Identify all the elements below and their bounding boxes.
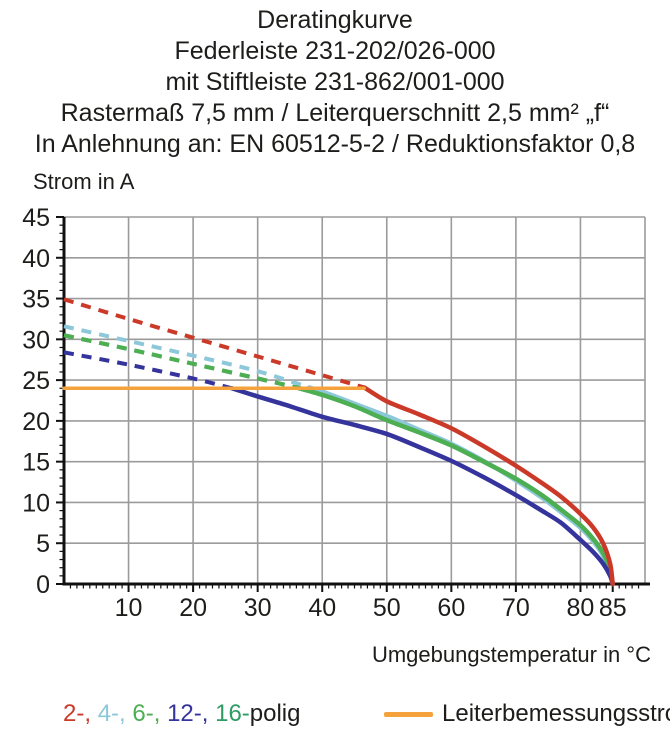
title-line-4: Rastermaß 7,5 mm / Leiterquerschnitt 2,5… [60, 99, 610, 127]
x-axis-title: Umgebungstemperatur in °C [371, 642, 651, 667]
y-tick-label: 45 [22, 204, 50, 232]
y-tick-label: 40 [22, 245, 50, 273]
legend-pole-4: 4-, [97, 700, 133, 727]
x-tick-label: 40 [308, 594, 336, 622]
title-line-2: Federleiste 231-202/026-000 [174, 37, 496, 65]
legend-pole-16: 16- [215, 700, 250, 727]
chart-title-block: Deratingkurve Federleiste 231-202/026-00… [0, 5, 670, 160]
x-tick-label: 50 [373, 594, 401, 622]
legend-pole-suffix: polig [249, 700, 301, 727]
series-2-polig [361, 385, 615, 587]
series-dashed-2-polig [63, 297, 365, 390]
rated-current-legend: Leiterbemessungsstrom [384, 700, 670, 728]
x-tick-label: 60 [437, 594, 465, 622]
y-tick-label: 10 [22, 489, 50, 517]
title-line-1: Deratingkurve [257, 6, 413, 34]
derating-chart: 0 5 10 15 20 25 30 35 40 45 10 20 30 40 50 60 70 80 85 [22, 204, 650, 622]
title-line-3: mit Stiftleiste 231-862/001-000 [165, 68, 505, 96]
x-tick-label: 70 [502, 594, 530, 622]
legend-pole-6: 6-, [132, 700, 168, 727]
x-tick-label: 80 [567, 594, 595, 622]
y-tick-label: 20 [22, 408, 50, 436]
series-16-polig [294, 385, 615, 587]
series-dashed-4-polig [63, 324, 310, 390]
rated-current-line-swatch [384, 711, 433, 717]
series-12-polig [229, 386, 615, 587]
series-dashed-12-polig [63, 350, 233, 391]
x-tick-label: 30 [244, 594, 272, 622]
x-tick-label: 20 [179, 594, 207, 622]
legend-pole-12: 12-, [167, 700, 216, 727]
y-tick-label: 0 [36, 571, 50, 599]
series-dashed-6-polig [63, 333, 297, 390]
series-6-polig [294, 385, 615, 587]
y-tick-label: 5 [36, 530, 50, 558]
x-tick-label: 85 [599, 594, 627, 622]
y-axis-title: Strom in A [33, 169, 135, 194]
y-tick-label: 35 [22, 286, 50, 314]
title-line-5: In Anlehnung an: EN 60512-5-2 / Reduktio… [34, 130, 636, 158]
legend-pole-2: 2-, [63, 700, 98, 727]
poles-legend: 2-, 4-, 6-, 12-, 16-polig [63, 700, 301, 728]
y-tick-label: 25 [22, 367, 50, 395]
rated-current-label: Leiterbemessungsstrom [442, 700, 670, 727]
x-tick-label: 10 [115, 594, 143, 622]
y-tick-label: 30 [22, 326, 50, 354]
series-4-polig [307, 385, 615, 587]
y-tick-label: 15 [22, 449, 50, 477]
